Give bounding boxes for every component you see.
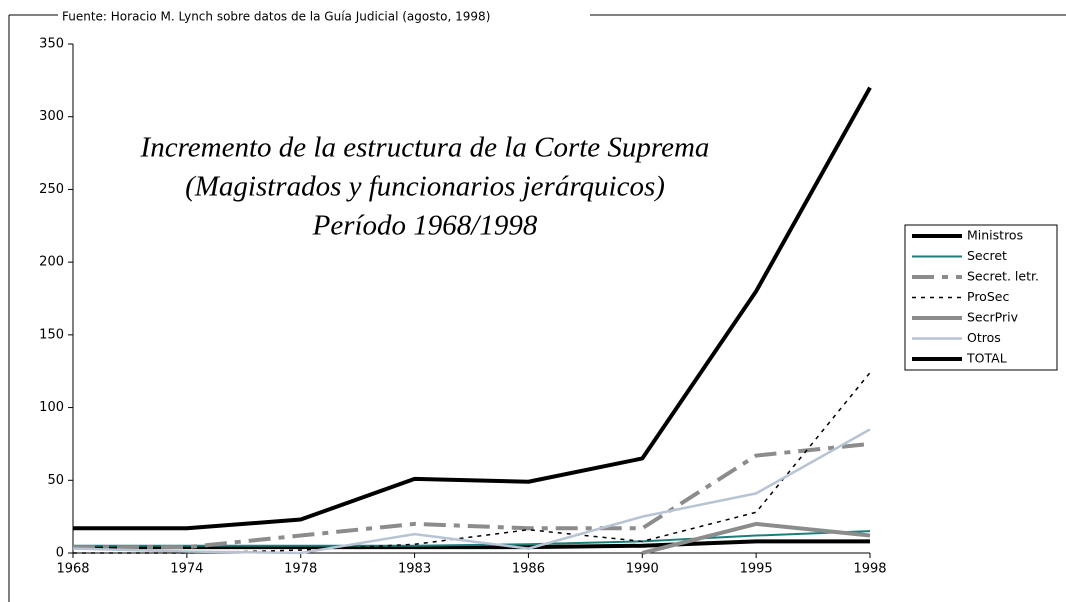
y-tick-label: 50	[47, 473, 64, 488]
legend-label: TOTAL	[966, 351, 1007, 366]
legend-label: Secret	[967, 248, 1007, 263]
x-tick-label: 1990	[626, 562, 659, 577]
y-tick-label: 200	[39, 255, 64, 270]
series-line	[73, 372, 871, 554]
series-line	[73, 86, 872, 531]
legend-label: Secret. letr.	[967, 269, 1039, 284]
y-tick-label: 100	[39, 400, 64, 415]
series-line	[73, 441, 871, 550]
x-tick-label: 1968	[56, 562, 89, 577]
x-tick-label: 1974	[170, 562, 203, 577]
source-bg	[58, 8, 590, 24]
y-tick-label: 250	[39, 182, 64, 197]
y-tick-label: 150	[39, 327, 64, 342]
x-tick-label: 1998	[853, 562, 886, 577]
x-tick-label: 1986	[512, 562, 545, 577]
series-line	[641, 521, 871, 555]
chart-title: (Magistrados y funcionarios jerárquicos)	[185, 171, 665, 203]
chart-title: Incremento de la estructura de la Corte …	[140, 132, 710, 164]
x-tick-label: 1978	[284, 562, 317, 577]
series-line	[72, 428, 871, 555]
x-tick-label: 1995	[740, 562, 773, 577]
legend-label: Ministros	[967, 228, 1023, 243]
x-tick-label: 1983	[398, 562, 431, 577]
y-tick-label: 350	[39, 37, 64, 52]
chart-title: Período 1968/1998	[312, 210, 538, 242]
source: Fuente: Horacio M. Lynch sobre datos de …	[62, 10, 490, 24]
legend-label: SecrPriv	[967, 310, 1019, 325]
y-tick-label: 0	[56, 546, 64, 561]
legend-label: Otros	[967, 330, 1001, 345]
legend-label: ProSec	[967, 289, 1009, 304]
y-tick-label: 300	[39, 109, 64, 124]
